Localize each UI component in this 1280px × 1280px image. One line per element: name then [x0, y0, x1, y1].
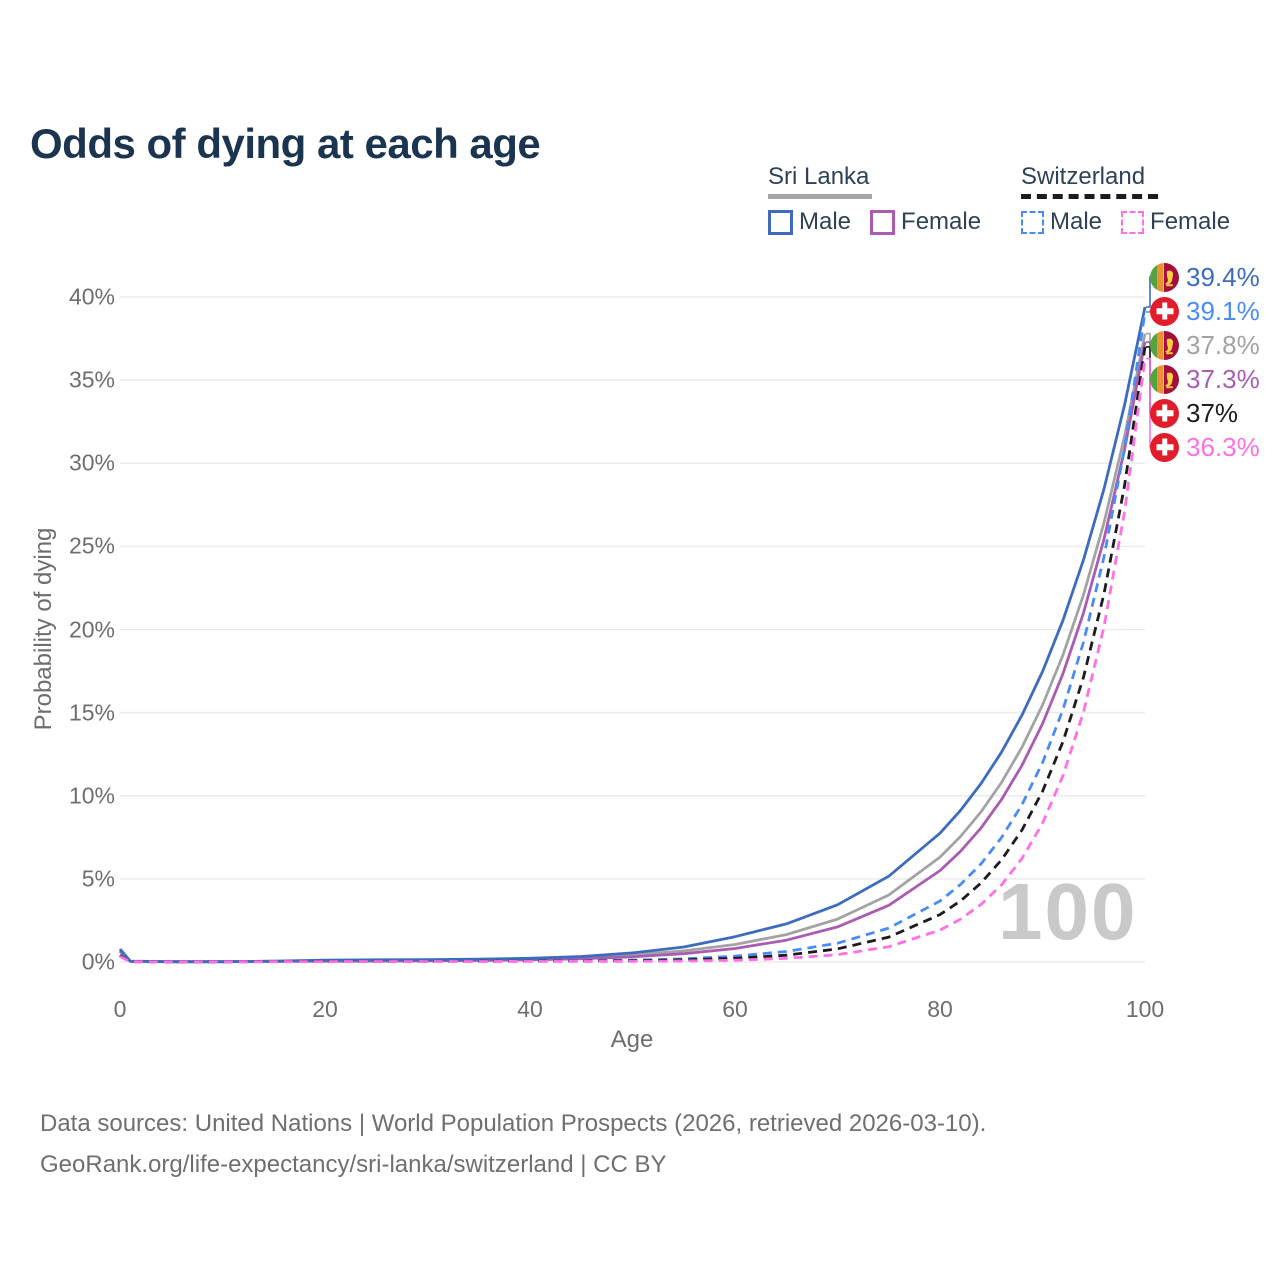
- legend-item-switzerland-female[interactable]: Female: [1121, 208, 1230, 236]
- legend-item-label: Male: [799, 208, 852, 235]
- legend-group-sri-lanka: Sri Lanka Male Female: [768, 163, 981, 236]
- end-labels: 39.4% 39.1% 37.8% 37.3% 37% 36.3%: [1150, 260, 1260, 464]
- end-label-row: 37%: [1150, 396, 1260, 430]
- footer: Data sources: United Nations | World Pop…: [40, 1103, 986, 1185]
- y-tick-label: 25%: [68, 532, 115, 559]
- legend-country-label-switzerland: Switzerland: [1021, 163, 1146, 190]
- legend-item-label: Male: [1050, 208, 1103, 235]
- end-value-label: 39.1%: [1186, 295, 1260, 326]
- legend-item-label: Female: [901, 208, 982, 235]
- x-axis-title: Age: [610, 1026, 654, 1053]
- end-label-row: 36.3%: [1150, 430, 1260, 464]
- attribution-line: GeoRank.org/life-expectancy/sri-lanka/sw…: [40, 1151, 667, 1178]
- end-value-label: 37%: [1186, 397, 1239, 428]
- end-value-label: 37.8%: [1186, 329, 1260, 360]
- y-tick-label: 40%: [68, 283, 115, 310]
- x-tick-label: 40: [517, 996, 543, 1022]
- x-tick-label: 60: [722, 996, 748, 1022]
- legend-item-label: Female: [1150, 208, 1231, 235]
- legend-group-switzerland: Switzerland Male Female: [1021, 163, 1230, 236]
- flag-switzerland-icon: [1150, 296, 1179, 326]
- flag-sri-lanka-icon: [1150, 364, 1179, 394]
- flag-sri-lanka-icon: [1150, 330, 1179, 360]
- lion-emblem-icon: [1165, 372, 1174, 388]
- end-label-row: 39.4%: [1150, 260, 1260, 294]
- series-line-ch-both: [119, 346, 1147, 964]
- legend-item-switzerland-male[interactable]: Male: [1021, 208, 1102, 236]
- end-label-row: 39.1%: [1150, 294, 1260, 328]
- legend-swatch-icon: [768, 209, 793, 235]
- end-label-row: 37.3%: [1150, 362, 1260, 396]
- end-value-label: 37.3%: [1186, 363, 1260, 394]
- legend-underline-switzerland: [1021, 194, 1158, 199]
- lion-emblem-icon: [1165, 338, 1174, 354]
- flag-switzerland-icon: [1150, 398, 1179, 428]
- series-line-ch-male: [119, 311, 1147, 964]
- flag-switzerland-icon: [1150, 432, 1179, 462]
- legend-country-label-sri-lanka: Sri Lanka: [768, 163, 870, 190]
- x-tick-label: 80: [927, 996, 953, 1022]
- y-tick-label: 20%: [68, 616, 115, 642]
- series-line-sl-both: [118, 333, 1147, 964]
- series-line-sl-male: [118, 306, 1147, 964]
- legend-swatch-icon: [1021, 210, 1044, 234]
- legend-item-sri-lanka-female[interactable]: Female: [870, 208, 981, 236]
- y-axis-title: Probability of dying: [30, 527, 57, 731]
- page-title: Odds of dying at each age: [30, 120, 541, 168]
- y-tick-label: 35%: [68, 366, 115, 393]
- x-tick-label: 100: [1125, 996, 1165, 1022]
- legend-item-sri-lanka-male[interactable]: Male: [768, 208, 851, 236]
- y-tick-label: 30%: [68, 449, 115, 476]
- y-tick-label: 5%: [81, 865, 115, 892]
- legend-swatch-icon: [1121, 210, 1145, 234]
- legend-swatch-icon: [870, 209, 896, 235]
- series-line-ch-female: [119, 358, 1147, 964]
- y-tick-label: 15%: [68, 699, 115, 726]
- series-line-sl-female: [119, 341, 1147, 964]
- y-tick-label: 0%: [81, 948, 115, 975]
- flag-sri-lanka-icon: [1150, 262, 1179, 292]
- x-tick-label: 20: [312, 996, 338, 1022]
- end-value-label: 39.4%: [1186, 261, 1260, 292]
- x-tick-label: 0: [113, 996, 127, 1022]
- end-label-row: 37.8%: [1150, 328, 1260, 362]
- data-sources-line: Data sources: United Nations | World Pop…: [40, 1110, 987, 1137]
- legend-underline-sri-lanka: [768, 194, 872, 199]
- age-watermark: 100: [998, 867, 1138, 956]
- lion-emblem-icon: [1165, 270, 1174, 286]
- end-value-label: 36.3%: [1186, 431, 1260, 462]
- y-tick-label: 10%: [68, 782, 115, 809]
